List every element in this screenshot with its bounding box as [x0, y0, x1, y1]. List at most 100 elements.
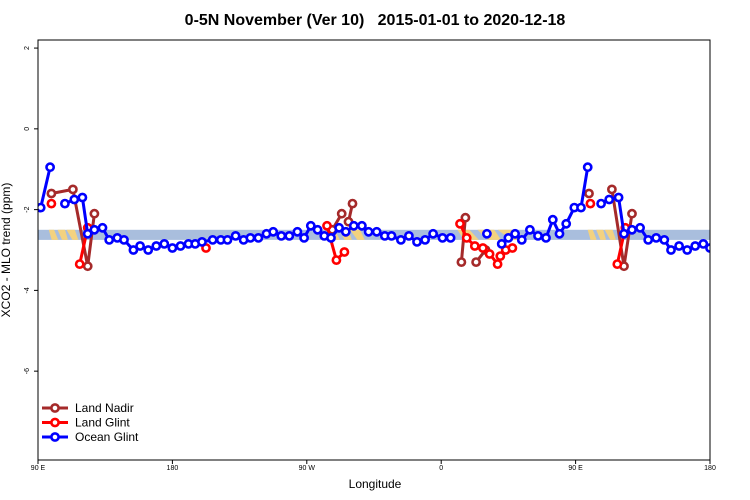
data-point [82, 228, 93, 239]
data-point [97, 222, 108, 233]
data-point [496, 238, 507, 249]
x-axis-label: Longitude [349, 477, 402, 491]
band-highlight [350, 229, 365, 240]
data-point [104, 234, 115, 245]
data-point [403, 230, 414, 241]
data-point [77, 192, 88, 203]
data-point [334, 222, 344, 233]
data-point [305, 220, 316, 231]
data-point [584, 188, 594, 199]
data-point [197, 236, 207, 247]
data-point [516, 234, 527, 245]
data-point [412, 236, 422, 247]
data-point [386, 230, 397, 241]
data-point [456, 257, 467, 267]
data-point [312, 224, 323, 235]
plot-frame [37, 39, 711, 461]
data-point [340, 226, 351, 237]
y-tick-label: -6 [24, 368, 31, 374]
data-point [46, 188, 57, 199]
data-point [339, 247, 350, 257]
data-point [635, 222, 645, 233]
data-point [336, 208, 347, 219]
legend-label: Ocean Glint [75, 430, 139, 444]
data-point [276, 230, 287, 241]
data-point [445, 232, 456, 243]
data-point [395, 234, 406, 245]
data-point [371, 226, 382, 237]
data-point [45, 162, 55, 173]
data-point [705, 243, 710, 253]
data-point [612, 259, 623, 269]
y-tick-label: -2 [24, 206, 31, 212]
data-point [245, 232, 256, 243]
data-point [674, 241, 684, 251]
band-highlight [66, 229, 79, 240]
y-tick-label: 0 [24, 127, 31, 131]
data-point [607, 184, 617, 195]
data-point [541, 232, 551, 243]
legend-item: Land Nadir [42, 401, 134, 415]
data-point [322, 220, 332, 231]
data-point [682, 245, 693, 255]
data-point [561, 218, 572, 229]
data-point [477, 243, 488, 253]
data-point [167, 243, 178, 253]
data-point [455, 218, 465, 229]
data-point [659, 234, 670, 245]
data-point [469, 241, 480, 251]
data-point [690, 241, 701, 251]
y-tick-label: -4 [24, 287, 31, 293]
data-point [461, 232, 472, 243]
data-point [492, 259, 503, 269]
data-point [151, 241, 162, 251]
data-point [230, 230, 241, 241]
data-point [627, 224, 637, 235]
data-point [326, 232, 336, 243]
legend-marker [50, 403, 60, 413]
data-point [119, 234, 129, 245]
data-point [666, 245, 676, 255]
data-point [698, 238, 709, 249]
data-point [503, 232, 514, 243]
data-point [82, 261, 93, 272]
data-point [74, 259, 85, 269]
data-point [38, 202, 46, 213]
data-point [60, 198, 70, 209]
legend-item: Land Glint [42, 416, 130, 430]
data-point [533, 230, 543, 241]
x-tick-label: 90 E [31, 465, 46, 472]
data-point [643, 234, 654, 245]
legend-marker [50, 417, 60, 428]
series-line [39, 166, 52, 208]
series-ocean-glint [38, 162, 710, 255]
band-highlight [604, 229, 616, 240]
data-point [554, 228, 565, 239]
data-point [159, 238, 170, 249]
data-point [68, 184, 78, 195]
data-point [495, 251, 506, 261]
data-point [356, 220, 367, 231]
data-point [484, 249, 495, 259]
data-point [651, 232, 662, 243]
data-point [222, 234, 233, 245]
data-point [627, 208, 637, 219]
data-point [576, 202, 586, 213]
data-point [128, 245, 139, 255]
band-highlight [587, 229, 597, 240]
data-point [547, 214, 558, 225]
data-point [347, 198, 358, 209]
legend-label: Land Nadir [75, 401, 134, 415]
data-point [510, 228, 520, 239]
x-axis: 90 E 180 90 W 0 90 E 180 [31, 460, 716, 472]
x-tick-label: 180 [167, 465, 179, 472]
series-line [51, 187, 96, 268]
data-point [292, 226, 303, 237]
data-point [613, 192, 624, 203]
data-point [428, 228, 438, 239]
data-point [69, 194, 80, 205]
band-highlight [596, 229, 607, 240]
data-point [89, 208, 100, 219]
data-point [284, 230, 295, 241]
